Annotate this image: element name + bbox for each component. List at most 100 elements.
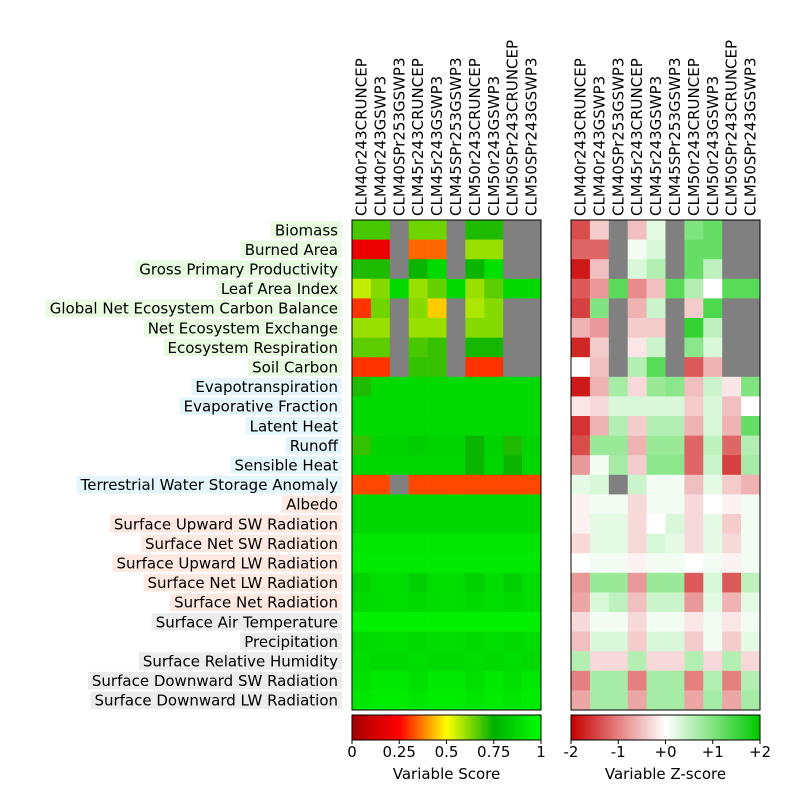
score-cell [389,318,409,338]
score-cell [465,220,485,240]
score-colorbar-swatch [497,715,499,740]
score-cell [389,533,409,554]
zscore-cell [646,592,666,613]
zscore-colorbar-swatch [754,715,756,740]
row-label-bg [216,279,342,298]
zscore-cell [608,278,628,299]
score-cell [427,376,447,397]
score-colorbar-swatch [448,715,451,740]
zscore-colorbar-swatch [749,715,751,740]
score-colorbar-swatch [438,715,440,740]
score-colorbar-swatch [504,715,506,740]
zscore-cell [665,396,685,417]
score-cell [465,533,485,554]
zscore-cell [722,278,742,299]
score-cell [446,259,466,280]
zscore-cell [703,416,723,436]
zscore-cell [589,298,610,319]
score-cell [352,690,372,711]
score-cell [503,514,523,534]
score-colorbar-swatch [494,715,497,740]
score-cell [484,533,504,554]
score-colorbar-swatch [426,715,428,740]
score-cell [389,670,409,691]
score-cell [484,631,504,652]
score-colorbar-swatch [418,715,420,740]
score-colorbar-swatch [498,715,501,740]
zscore-colorbar-swatch [646,715,649,740]
score-cell [484,455,504,476]
score-cell [484,220,504,240]
score-colorbar-swatch [460,715,463,740]
score-cell [522,631,542,652]
zscore-colorbar-swatch [645,715,647,740]
score-cell [408,396,428,417]
zscore-colorbar-swatch [657,715,659,740]
score-colorbar-swatch [517,715,519,740]
zscore-cell [684,396,704,417]
zscore-colorbar-swatch [631,715,633,740]
zscore-cell [684,435,704,456]
zscore-cell [722,494,742,515]
score-cell [408,278,428,299]
score-colorbar-swatch [411,715,413,740]
score-cell [446,533,466,554]
row-label-surface-net-sw-radiation: Surface Net SW Radiation [145,535,338,553]
zscore-colorbar-swatch [718,715,721,740]
score-cell [352,455,372,476]
row-label-bg [170,593,342,611]
score-cell [370,239,391,260]
score-cell [408,455,428,476]
zscore-cell [684,533,704,554]
score-cell [408,298,428,319]
zscore-colorbar-swatch [618,715,620,740]
zscore-cell [589,592,610,613]
zscore-cell [684,474,704,495]
score-cell [446,474,466,495]
score-cell [465,612,485,632]
score-cell [427,435,447,456]
score-cell [446,514,466,534]
zscore-colorbar-swatch [722,715,724,740]
score-cell [408,416,428,436]
score-colorbar-swatch [424,715,426,740]
zscore-cell [608,435,628,456]
score-colorbar-swatch [477,715,479,740]
zscore-colorbar-swatch [703,715,705,740]
zscore-cell [703,396,723,417]
zscore-colorbar-swatch [585,715,587,740]
score-colorbar-swatch [400,715,403,740]
score-cell [408,220,428,240]
zscore-colorbar-swatch [661,715,664,740]
zscore-cell [722,533,742,554]
zscore-cell [684,670,704,691]
zscore-colorbar-swatch [706,715,709,740]
score-cell [446,435,466,456]
score-cell [503,416,523,436]
zscore-cell [703,690,723,711]
row-label-bg [240,240,342,259]
score-cell [522,533,542,554]
zscore-cell [703,612,723,632]
zscore-cell [646,396,666,417]
zscore-colorbar-swatch [630,715,632,740]
zscore-cell [665,376,685,397]
score-colorbar-swatch [483,715,485,740]
score-cell [522,690,542,711]
column-header-clm45spr253gswp3: CLM45SPr253GSWP3 [447,57,465,216]
score-cell [408,670,428,691]
zscore-cell [608,612,628,632]
column-header-clm40spr253gswp3: CLM40SPr253GSWP3 [390,57,408,216]
score-colorbar-swatch [528,715,530,740]
score-cell [484,612,504,632]
zscore-colorbar-swatch [680,715,683,740]
score-cell [446,631,466,652]
zscore-colorbar-swatch [735,715,737,740]
row-label-bg [151,613,342,631]
zscore-colorbar-swatch [751,715,754,740]
zscore-cell [608,572,628,593]
zscore-colorbar-swatch [715,715,717,740]
score-colorbar-swatch [422,715,425,740]
column-header-clm40r243gswp3: CLM40r243GSWP3 [590,76,608,216]
